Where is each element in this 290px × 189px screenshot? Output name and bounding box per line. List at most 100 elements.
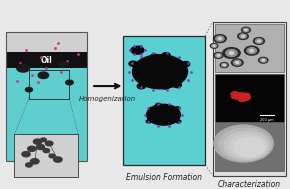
Circle shape xyxy=(131,46,144,54)
Circle shape xyxy=(130,50,132,51)
Circle shape xyxy=(240,94,247,98)
Circle shape xyxy=(239,95,243,98)
Circle shape xyxy=(241,95,247,99)
Bar xyxy=(123,36,205,165)
Circle shape xyxy=(37,144,45,149)
Circle shape xyxy=(156,103,161,106)
Circle shape xyxy=(171,74,179,79)
Circle shape xyxy=(235,94,242,98)
Circle shape xyxy=(245,29,247,31)
Circle shape xyxy=(176,120,181,123)
Bar xyxy=(6,68,87,161)
Circle shape xyxy=(218,38,222,40)
Circle shape xyxy=(43,149,50,153)
Text: Oil: Oil xyxy=(40,56,52,64)
Circle shape xyxy=(229,52,234,54)
Circle shape xyxy=(46,141,53,146)
Bar xyxy=(213,22,287,176)
Circle shape xyxy=(238,97,246,102)
Circle shape xyxy=(133,55,188,89)
Circle shape xyxy=(213,45,215,46)
Circle shape xyxy=(223,48,240,58)
Circle shape xyxy=(219,128,271,161)
Bar xyxy=(6,32,87,161)
Circle shape xyxy=(161,84,170,89)
Circle shape xyxy=(213,35,226,43)
Circle shape xyxy=(259,57,268,63)
Bar xyxy=(6,32,87,52)
Circle shape xyxy=(238,33,248,40)
Circle shape xyxy=(173,83,181,88)
Circle shape xyxy=(233,95,238,99)
Circle shape xyxy=(243,28,249,32)
Circle shape xyxy=(242,27,250,33)
Circle shape xyxy=(247,48,256,53)
Circle shape xyxy=(140,46,142,47)
Circle shape xyxy=(258,40,260,42)
Circle shape xyxy=(179,69,188,74)
Circle shape xyxy=(242,94,250,100)
Circle shape xyxy=(229,134,267,158)
Text: Homogenization: Homogenization xyxy=(79,96,136,102)
Circle shape xyxy=(242,97,246,100)
Circle shape xyxy=(220,63,228,67)
Circle shape xyxy=(223,64,225,66)
Circle shape xyxy=(210,43,218,48)
Circle shape xyxy=(135,69,143,74)
Circle shape xyxy=(30,159,39,164)
Circle shape xyxy=(244,93,250,97)
Circle shape xyxy=(241,93,247,97)
Circle shape xyxy=(26,163,32,167)
Circle shape xyxy=(59,62,68,67)
Circle shape xyxy=(151,113,155,116)
Text: Emulsion Formation: Emulsion Formation xyxy=(126,173,202,182)
Circle shape xyxy=(253,38,264,44)
Circle shape xyxy=(165,121,170,124)
Circle shape xyxy=(255,39,262,43)
Circle shape xyxy=(66,80,73,85)
Circle shape xyxy=(147,104,180,125)
Circle shape xyxy=(224,131,269,159)
Circle shape xyxy=(262,60,264,61)
Circle shape xyxy=(166,61,175,66)
Text: ___________________: ___________________ xyxy=(9,69,35,73)
Circle shape xyxy=(41,138,46,142)
Circle shape xyxy=(146,120,151,123)
Circle shape xyxy=(242,94,250,98)
Circle shape xyxy=(137,84,146,89)
Circle shape xyxy=(233,95,238,98)
Circle shape xyxy=(28,146,36,151)
Circle shape xyxy=(135,48,137,49)
Bar xyxy=(215,74,284,122)
Circle shape xyxy=(250,50,253,52)
Circle shape xyxy=(242,35,244,37)
Circle shape xyxy=(236,62,239,64)
Circle shape xyxy=(134,53,135,54)
Circle shape xyxy=(164,107,169,110)
Circle shape xyxy=(222,63,227,67)
Circle shape xyxy=(175,113,180,116)
Circle shape xyxy=(137,75,146,80)
Text: Characterization: Characterization xyxy=(218,180,281,189)
Circle shape xyxy=(232,93,240,98)
Circle shape xyxy=(22,152,30,157)
Circle shape xyxy=(54,157,62,162)
Circle shape xyxy=(240,34,246,38)
Circle shape xyxy=(162,53,170,58)
Circle shape xyxy=(214,125,273,162)
Circle shape xyxy=(182,61,190,67)
Circle shape xyxy=(235,95,242,99)
Circle shape xyxy=(216,36,224,41)
Circle shape xyxy=(33,139,42,144)
Circle shape xyxy=(145,61,153,66)
Circle shape xyxy=(244,46,259,55)
Circle shape xyxy=(152,80,160,85)
Circle shape xyxy=(49,154,55,158)
Circle shape xyxy=(260,58,266,62)
Circle shape xyxy=(234,138,265,157)
Bar xyxy=(6,52,87,68)
Text: 200 µm: 200 µm xyxy=(260,118,274,122)
Circle shape xyxy=(149,108,154,111)
Circle shape xyxy=(142,50,144,51)
Circle shape xyxy=(38,72,49,78)
